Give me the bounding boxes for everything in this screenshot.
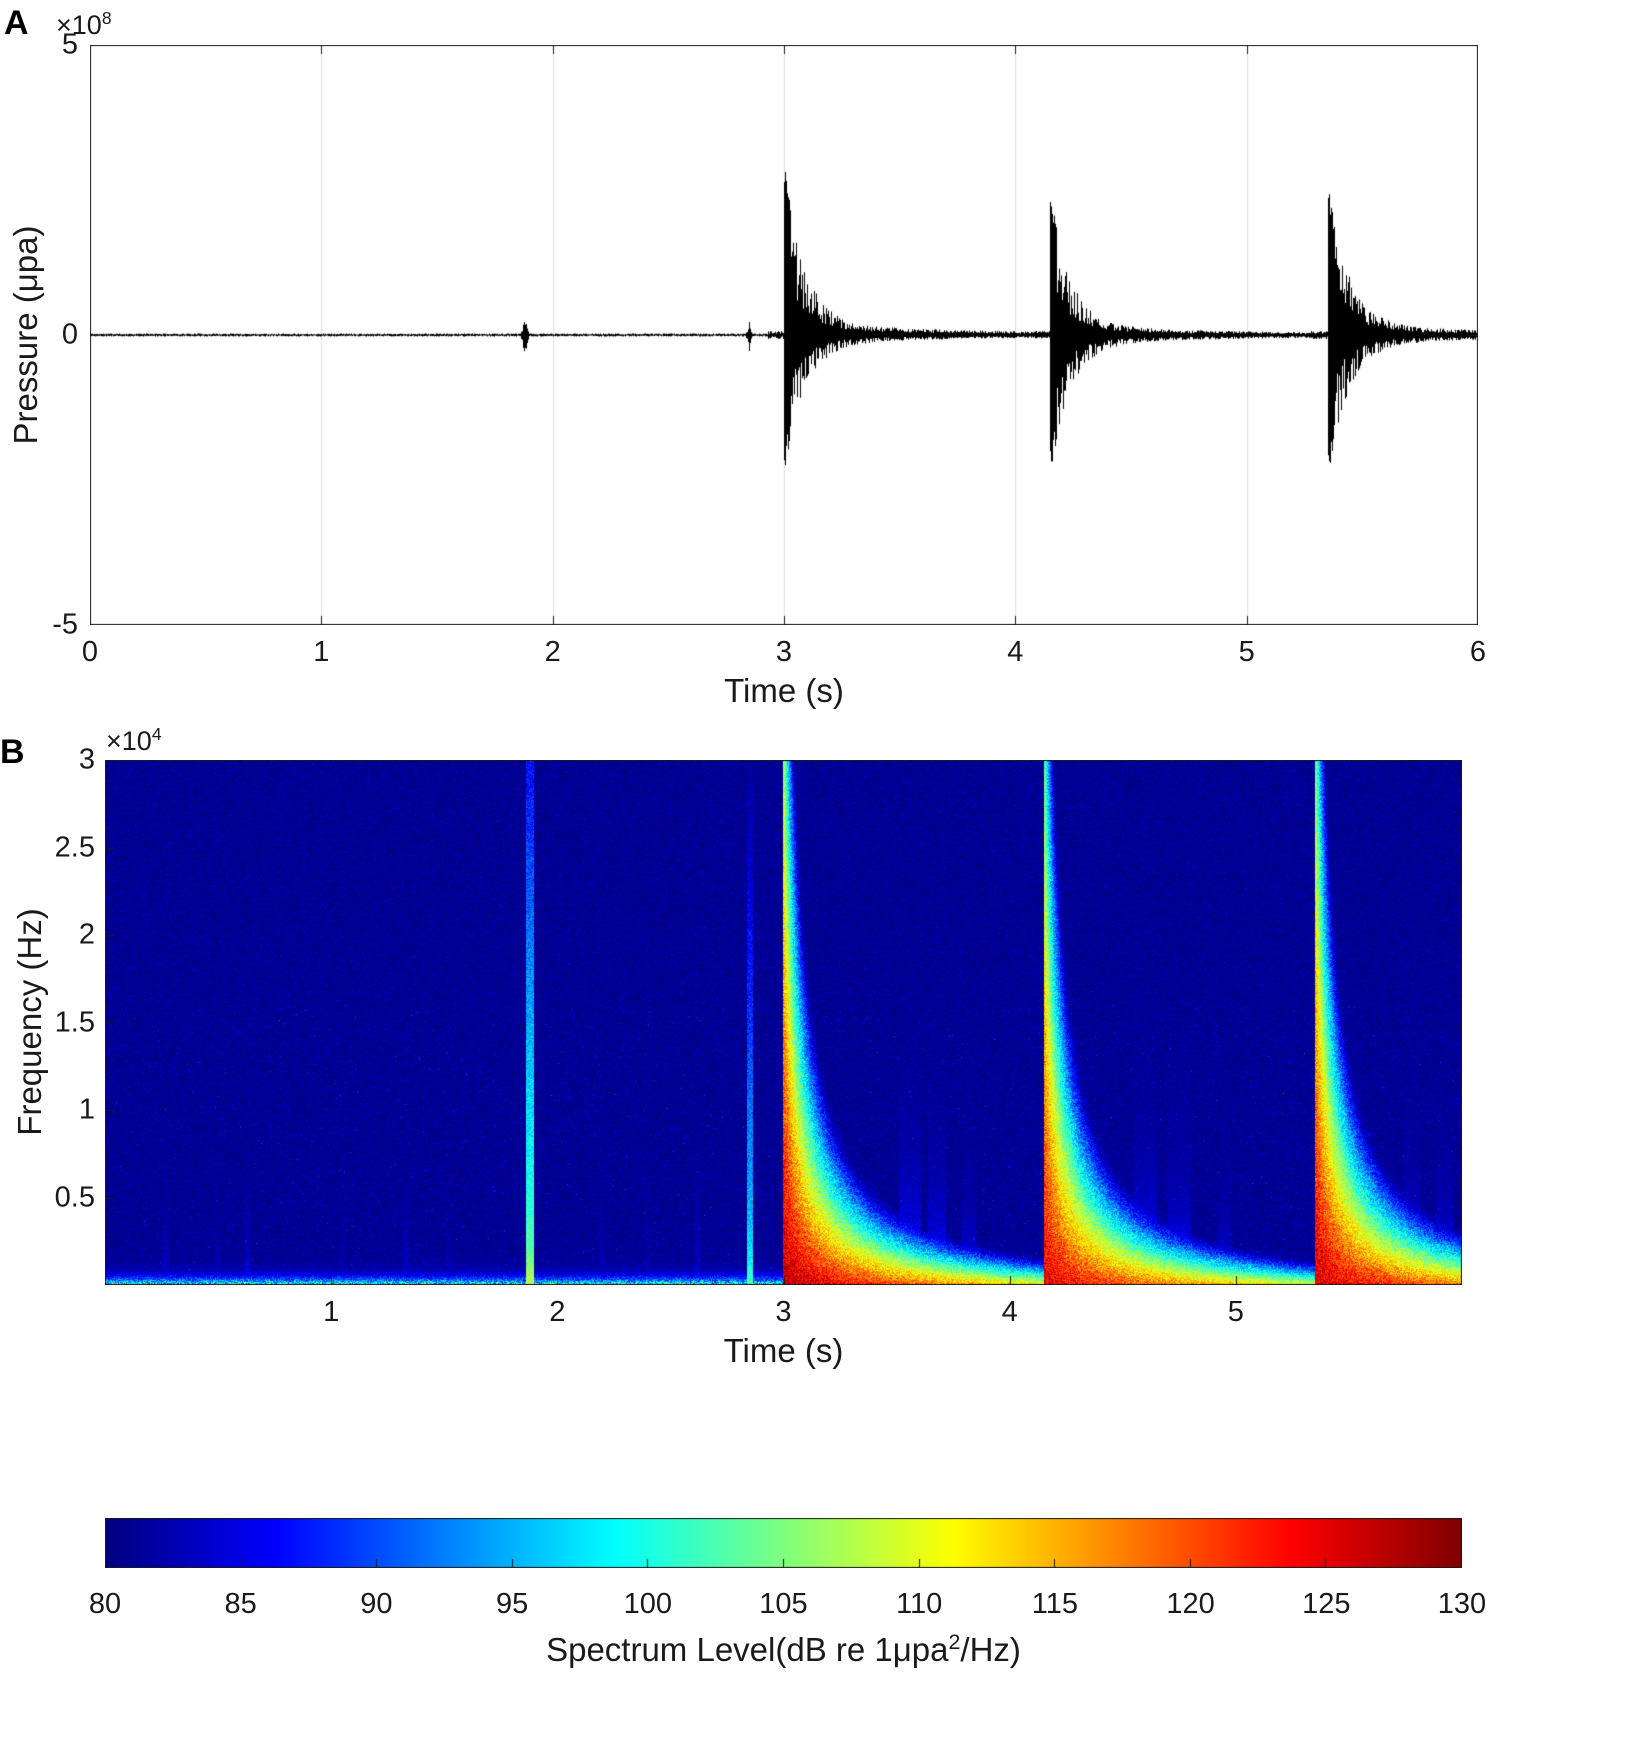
waveform-xlabel: Time (s) bbox=[724, 672, 844, 709]
colorbar-canvas bbox=[105, 1518, 1462, 1568]
spectrogram-y-exponent-base: ×10 bbox=[106, 726, 152, 756]
tick-label: 125 bbox=[1302, 1588, 1351, 1620]
colorbar-label-sup: 2 bbox=[948, 1630, 961, 1654]
tick-label: 0 bbox=[81, 636, 99, 668]
spectrogram-ylabel: Frequency (Hz) bbox=[11, 908, 48, 1136]
waveform-y-exponent: ×108 bbox=[56, 8, 112, 41]
tick-label: 3 bbox=[775, 1296, 792, 1328]
tick-label: 110 bbox=[896, 1588, 943, 1620]
colorbar-label-post: /Hz) bbox=[960, 1631, 1021, 1668]
tick-label: 105 bbox=[759, 1588, 808, 1620]
tick-label: 120 bbox=[1166, 1588, 1215, 1620]
tick-label: 4 bbox=[1001, 1296, 1018, 1328]
waveform-ylabel: Pressure (μpa) bbox=[7, 225, 44, 445]
tick-label: 90 bbox=[360, 1588, 393, 1620]
tick-label: -5 bbox=[52, 608, 78, 641]
tick-label: 5 bbox=[1238, 636, 1255, 668]
spectrogram-y-exponent-power: 4 bbox=[151, 724, 162, 744]
spectrogram-xlabel: Time (s) bbox=[723, 1332, 844, 1369]
tick-label: 130 bbox=[1437, 1588, 1487, 1620]
tick-label: 2.5 bbox=[54, 831, 95, 863]
tick-label: 6 bbox=[1469, 636, 1487, 668]
tick-label: 85 bbox=[224, 1588, 257, 1620]
spectrogram-canvas bbox=[105, 760, 1462, 1285]
tick-label: 100 bbox=[623, 1588, 672, 1620]
panel-b-label: B bbox=[0, 733, 25, 771]
tick-label: 115 bbox=[1031, 1588, 1079, 1620]
tick-label: 1 bbox=[313, 636, 330, 668]
colorbar-label-pre: Spectrum Level(dB re 1μpa bbox=[546, 1631, 949, 1668]
tick-label: 95 bbox=[495, 1588, 529, 1620]
waveform-y-exponent-base: ×10 bbox=[56, 10, 102, 40]
tick-label: 1 bbox=[323, 1296, 340, 1328]
spectrogram-y-exponent: ×104 bbox=[106, 724, 162, 757]
tick-label: 4 bbox=[1007, 636, 1024, 668]
colorbar-label: Spectrum Level(dB re 1μpa2/Hz) bbox=[105, 1630, 1462, 1669]
tick-label: 2 bbox=[549, 1296, 566, 1328]
waveform-y-exponent-power: 8 bbox=[101, 8, 112, 28]
tick-label: 80 bbox=[88, 1588, 122, 1620]
waveform-canvas bbox=[90, 45, 1478, 625]
tick-label: 5 bbox=[1227, 1296, 1244, 1328]
tick-label: 0.5 bbox=[54, 1181, 95, 1213]
tick-label: 3 bbox=[775, 636, 793, 668]
panel-a-label: A bbox=[4, 4, 29, 42]
tick-label: 2 bbox=[544, 636, 561, 668]
